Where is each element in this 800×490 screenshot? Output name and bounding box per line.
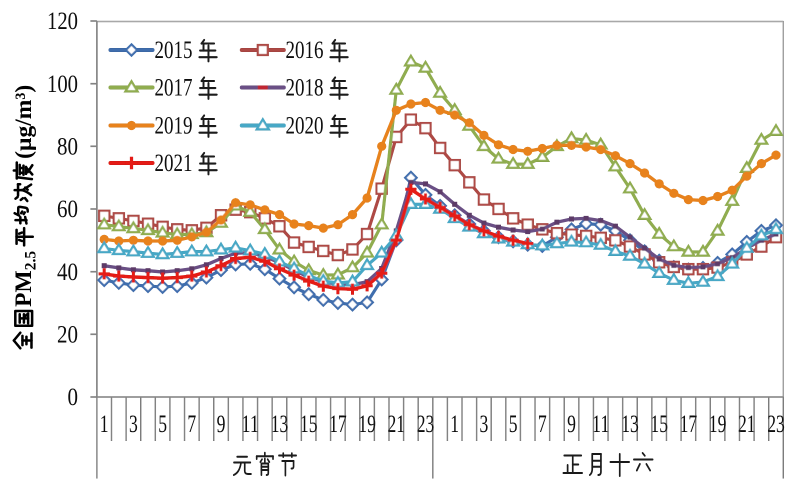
svg-text:21: 21: [738, 411, 756, 438]
svg-text:2021: 2021: [155, 150, 193, 177]
svg-text:5: 5: [158, 411, 167, 438]
svg-text:23: 23: [767, 411, 785, 438]
svg-text:17: 17: [329, 411, 347, 438]
svg-text:60: 60: [57, 196, 78, 223]
svg-text:7: 7: [538, 411, 547, 438]
svg-text:23: 23: [417, 411, 435, 438]
svg-text:11: 11: [241, 411, 259, 438]
svg-text:2020: 2020: [286, 113, 324, 140]
svg-text:2016: 2016: [286, 37, 324, 64]
svg-text:120: 120: [47, 8, 78, 35]
svg-text:21: 21: [388, 411, 406, 438]
svg-text:1: 1: [450, 411, 459, 438]
svg-text:40: 40: [57, 259, 78, 286]
svg-text:15: 15: [650, 411, 668, 438]
svg-text:15: 15: [300, 411, 318, 438]
svg-text:0: 0: [68, 384, 79, 411]
svg-text:9: 9: [217, 411, 226, 438]
svg-text:2017: 2017: [155, 75, 193, 102]
svg-text:2019: 2019: [155, 113, 193, 140]
svg-text:5: 5: [509, 411, 518, 438]
svg-text:9: 9: [567, 411, 576, 438]
svg-text:80: 80: [57, 134, 78, 161]
svg-text:100: 100: [47, 71, 78, 98]
svg-text:3: 3: [129, 411, 138, 438]
svg-text:13: 13: [621, 411, 639, 438]
svg-text:1: 1: [100, 411, 109, 438]
svg-text:3: 3: [480, 411, 489, 438]
svg-text:20: 20: [57, 322, 78, 349]
svg-text:2018: 2018: [286, 75, 324, 102]
svg-text:19: 19: [709, 411, 727, 438]
svg-text:7: 7: [187, 411, 196, 438]
svg-text:2015: 2015: [155, 37, 193, 64]
svg-text:(µg/m³): (µg/m³): [11, 85, 37, 159]
svg-text:17: 17: [680, 411, 698, 438]
svg-text:13: 13: [271, 411, 289, 438]
svg-text:19: 19: [358, 411, 376, 438]
svg-text:11: 11: [592, 411, 610, 438]
